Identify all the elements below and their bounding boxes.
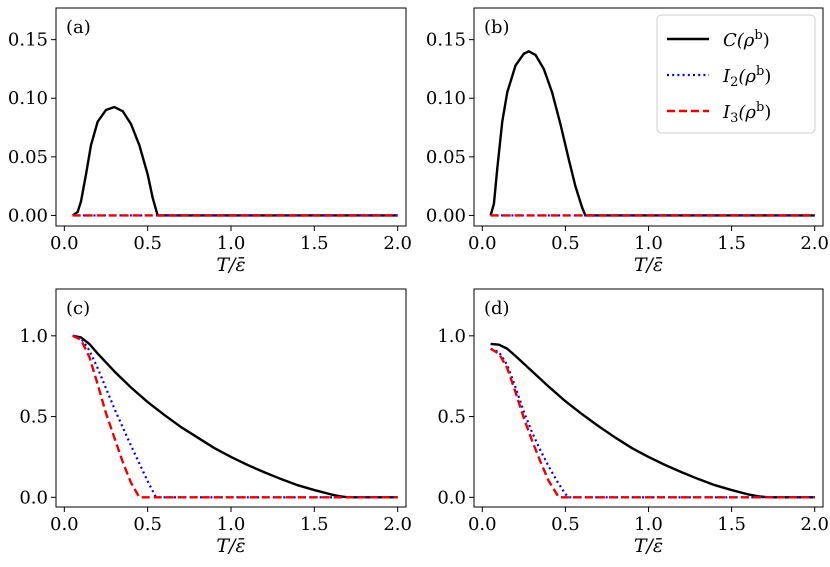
x-axis-label: T/ε̄ bbox=[216, 254, 245, 276]
y-tick-label: 0.5 bbox=[19, 407, 48, 428]
x-axis-label: T/ε̄ bbox=[634, 535, 663, 557]
legend-label-main: I bbox=[722, 66, 731, 87]
x-tick-label: 0.0 bbox=[50, 233, 79, 254]
axes-frame bbox=[55, 7, 407, 227]
axes-frame bbox=[473, 288, 824, 508]
x-tick-label: 0.5 bbox=[133, 514, 162, 535]
y-tick-label: 0.10 bbox=[426, 88, 466, 109]
series-line-i2 bbox=[72, 334, 398, 499]
panel-b: 0.0 0.5 1.0 1.5 2.00.000.050.100.15T/ε̄(b)C(… bbox=[426, 7, 829, 276]
panel-label: (a) bbox=[66, 17, 91, 38]
x-tick-label: 1.5 bbox=[300, 233, 329, 254]
legend-label-arg: (ρ bbox=[737, 30, 755, 51]
y-tick-label: 0.0 bbox=[19, 487, 48, 508]
y-tick-label: 0.00 bbox=[426, 205, 466, 226]
x-tick-label: 0.0 bbox=[50, 514, 79, 535]
series-line-c bbox=[72, 334, 398, 499]
x-axis-label: T/ε̄ bbox=[634, 254, 663, 276]
x-axis-label: T/ε̄ bbox=[216, 535, 245, 557]
legend-label-close: ) bbox=[764, 66, 771, 87]
legend-label-main: C bbox=[723, 30, 737, 51]
legend-label-sup: b bbox=[756, 64, 764, 79]
y-tick-label: 0.15 bbox=[426, 30, 466, 51]
y-tick-label: 0.10 bbox=[8, 88, 48, 109]
legend-label-main: I bbox=[722, 102, 731, 123]
panel-label: (d) bbox=[484, 298, 510, 319]
x-tick-label: 1.0 bbox=[634, 514, 663, 535]
panel-label: (c) bbox=[66, 298, 90, 319]
x-tick-label: 0.5 bbox=[133, 233, 162, 254]
x-tick-label: 1.0 bbox=[217, 233, 246, 254]
series-line-i3 bbox=[72, 334, 398, 499]
y-tick-label: 0.05 bbox=[8, 147, 48, 168]
x-tick-label: 0.0 bbox=[468, 233, 497, 254]
y-tick-label: 1.0 bbox=[19, 326, 48, 347]
x-tick-label: 2.0 bbox=[383, 233, 412, 254]
y-tick-label: 0.05 bbox=[426, 147, 466, 168]
legend-label-i2: I2(ρb) bbox=[722, 64, 771, 90]
legend-label-i3: I3(ρb) bbox=[722, 100, 771, 126]
y-tick-label: 0.00 bbox=[8, 205, 48, 226]
panel-a: 0.0 0.5 1.0 1.5 2.0 0.00 0.05 0.10 0.15 T/ε̄ (a) bbox=[8, 7, 412, 276]
x-tick-label: 2.0 bbox=[383, 514, 412, 535]
x-tick-label: 0.5 bbox=[551, 233, 580, 254]
y-tick-label: 0.15 bbox=[8, 30, 48, 51]
legend-label-arg: (ρ bbox=[738, 66, 756, 87]
x-tick-label: 1.5 bbox=[300, 514, 329, 535]
panel-c: 0.0 0.5 1.0 1.5 2.00.00.51.0T/ε̄(c) bbox=[19, 288, 412, 557]
legend-label-arg: (ρ bbox=[738, 102, 756, 123]
x-tick-label: 0.5 bbox=[551, 514, 580, 535]
legend-label-sub: 2 bbox=[730, 75, 738, 90]
legend-label-close: ) bbox=[763, 30, 770, 51]
x-tick-label: 1.5 bbox=[717, 233, 746, 254]
legend-label-sub: 3 bbox=[730, 111, 738, 126]
x-tick-label: 1.0 bbox=[634, 233, 663, 254]
x-tick-label: 1.0 bbox=[217, 514, 246, 535]
x-tick-label: 1.5 bbox=[717, 514, 746, 535]
panel-d: 0.0 0.5 1.0 1.5 2.00.00.51.0T/ε̄(d) bbox=[437, 288, 829, 557]
panel-label: (b) bbox=[484, 17, 510, 38]
axes-frame bbox=[55, 288, 407, 508]
series-line-c bbox=[490, 342, 815, 499]
series-line-c bbox=[71, 105, 398, 217]
x-tick-label: 2.0 bbox=[800, 514, 829, 535]
legend: C(ρb)I2(ρb)I3(ρb) bbox=[656, 14, 816, 134]
legend-label-sup: b bbox=[756, 100, 764, 115]
y-tick-label: 1.0 bbox=[437, 326, 466, 347]
y-tick-label: 0.0 bbox=[437, 487, 466, 508]
legend-box bbox=[656, 14, 816, 134]
series-line-i3 bbox=[490, 347, 815, 499]
legend-label-sup: b bbox=[754, 28, 762, 43]
x-tick-label: 0.0 bbox=[468, 514, 497, 535]
legend-label-c: C(ρb) bbox=[723, 28, 770, 51]
legend-label-close: ) bbox=[764, 102, 771, 123]
y-tick-label: 0.5 bbox=[437, 407, 466, 428]
x-tick-label: 2.0 bbox=[800, 233, 829, 254]
series-line-i2 bbox=[490, 347, 815, 499]
